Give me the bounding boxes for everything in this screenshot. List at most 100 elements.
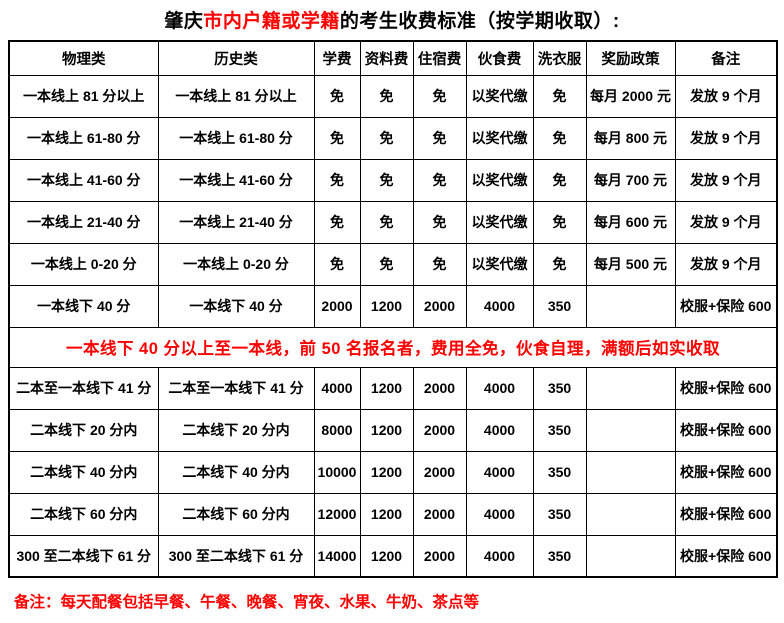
table-cell: 校服+保险 600 [674,366,778,410]
table-cell: 校服+保险 600 [674,492,778,536]
table-cell [585,366,676,410]
table-cell: 二本线下 40 分内 [8,450,159,494]
table-cell: 2000 [412,492,467,536]
column-header: 住宿费 [412,40,467,76]
table-cell: 350 [532,366,587,410]
table-cell: 二本至一本线下 41 分 [8,366,159,410]
table-row: 二本线下 60 分内 二本线下 60 分内 12000 1200 2000 4000 350… [8,492,778,536]
table-cell: 一本线上 61-80 分 [8,116,159,160]
table-cell: 一本线上 41-60 分 [157,158,315,202]
table-cell [585,450,676,494]
table-cell: 1200 [359,534,414,578]
table-cell: 1200 [359,366,414,410]
table-cell: 8000 [313,408,361,452]
table-cell: 发放 9 个月 [674,74,778,118]
column-header: 备注 [674,40,778,76]
table-cell: 每月 500 元 [585,242,676,286]
table-cell: 4000 [465,534,534,578]
table-cell: 350 [532,450,587,494]
title-prefix: 肇庆 [164,11,204,32]
table-row: 一本线上 81 分以上 一本线上 81 分以上免免免以奖代缴免每月 2000 元发… [8,74,778,118]
table-row: 二本至一本线下 41 分二本至一本线下 41 分 4000 1200 2000 4000… [8,366,778,410]
table-cell: 发放 9 个月 [674,242,778,286]
table-cell: 免 [359,158,414,202]
table-cell: 一本线上 21-40 分 [157,200,315,244]
title-suffix: 的考生收费标准（按学期收取）: [339,11,620,32]
fee-table: 物理类 历史类 学费 资料费 住宿费 伙食费 洗衣服 奖励政策 备注 一本线上 81 分以上 一本… [8,40,778,578]
table-cell: 2000 [412,450,467,494]
table-cell: 每月 2000 元 [585,74,676,118]
table-cell: 免 [313,242,361,286]
table-cell: 免 [313,74,361,118]
table-cell: 14000 [313,534,361,578]
table-cell: 免 [532,74,587,118]
column-header: 伙食费 [465,40,534,76]
table-cell: 发放 9 个月 [674,200,778,244]
table-cell: 发放 9 个月 [674,116,778,160]
table-cell: 免 [359,74,414,118]
table-cell: 免 [412,74,467,118]
table-cell: 以奖代缴 [465,200,534,244]
table-cell: 1200 [359,492,414,536]
table-cell: 免 [412,116,467,160]
table-cell: 免 [412,242,467,286]
table-cell: 350 [532,408,587,452]
table-cell: 免 [313,116,361,160]
column-header: 资料费 [359,40,414,76]
table-cell: 10000 [313,450,361,494]
table-cell: 二本线下 60 分内 [8,492,159,536]
table-cell: 免 [313,200,361,244]
table-cell: 校服+保险 600 [674,534,778,578]
table-cell: 二本线下 60 分内 [157,492,315,536]
table-cell [585,534,676,578]
table-header-row: 物理类 历史类 学费 资料费 住宿费 伙食费 洗衣服 奖励政策 备注 [8,40,778,76]
table-row: 一本线下 40 分一本线下 40 分 2000 1200 2000 4000 350 校服+… [8,284,778,328]
title-highlight: 市内户籍或学籍 [203,11,340,32]
table-row: 300 至二本线下 61 分 300 至二本线下 61 分 14000 1200 200… [8,534,778,578]
table-cell: 300 至二本线下 61 分 [8,534,159,578]
table-cell: 12000 [313,492,361,536]
table-cell: 校服+保险 600 [674,450,778,494]
table-cell: 以奖代缴 [465,158,534,202]
table-cell: 以奖代缴 [465,116,534,160]
table-cell: 350 [532,492,587,536]
table-row: 一本线上 41-60 分一本线上 41-60 分免免免以奖代缴免每月 700 元… [8,158,778,202]
table-cell: 二本线下 20 分内 [157,408,315,452]
table-cell: 二本线下 20 分内 [8,408,159,452]
table-row: 一本线上 0-20 分一本线上 0-20 分免免免以奖代缴免每月 500 元发放… [8,242,778,286]
table-cell: 350 [532,534,587,578]
table-cell: 一本线上 81 分以上 [8,74,159,118]
table-cell: 每月 600 元 [585,200,676,244]
table-cell: 免 [313,158,361,202]
table-cell: 免 [359,200,414,244]
table-cell: 1200 [359,450,414,494]
table-cell: 免 [412,158,467,202]
table-cell: 4000 [465,492,534,536]
column-header: 洗衣服 [532,40,587,76]
table-cell: 以奖代缴 [465,74,534,118]
table-cell: 校服+保险 600 [674,284,778,328]
table-cell: 免 [359,242,414,286]
table-cell: 1200 [359,284,414,328]
table-cell: 4000 [465,450,534,494]
table-cell: 一本线上 0-20 分 [8,242,159,286]
table-cell [585,408,676,452]
table-cell: 2000 [412,366,467,410]
table-cell: 免 [532,242,587,286]
table-cell: 发放 9 个月 [674,158,778,202]
table-cell: 免 [532,116,587,160]
table-row: 二本线下 20 分内 二本线下 20 分内 8000 1200 2000 4000 350 校… [8,408,778,452]
table-cell: 以奖代缴 [465,242,534,286]
table-cell: 二本至一本线下 41 分 [157,366,315,410]
table-cell: 2000 [412,284,467,328]
table-cell: 免 [532,200,587,244]
table-cell: 一本线上 81 分以上 [157,74,315,118]
table-row: 一本线上 61-80 分一本线上 61-80 分免免免以奖代缴免每月 800 元… [8,116,778,160]
column-header: 历史类 [157,40,315,76]
table-cell [585,492,676,536]
column-header: 学费 [313,40,361,76]
column-header: 奖励政策 [585,40,676,76]
table-cell: 300 至二本线下 61 分 [157,534,315,578]
table-cell: 免 [532,158,587,202]
